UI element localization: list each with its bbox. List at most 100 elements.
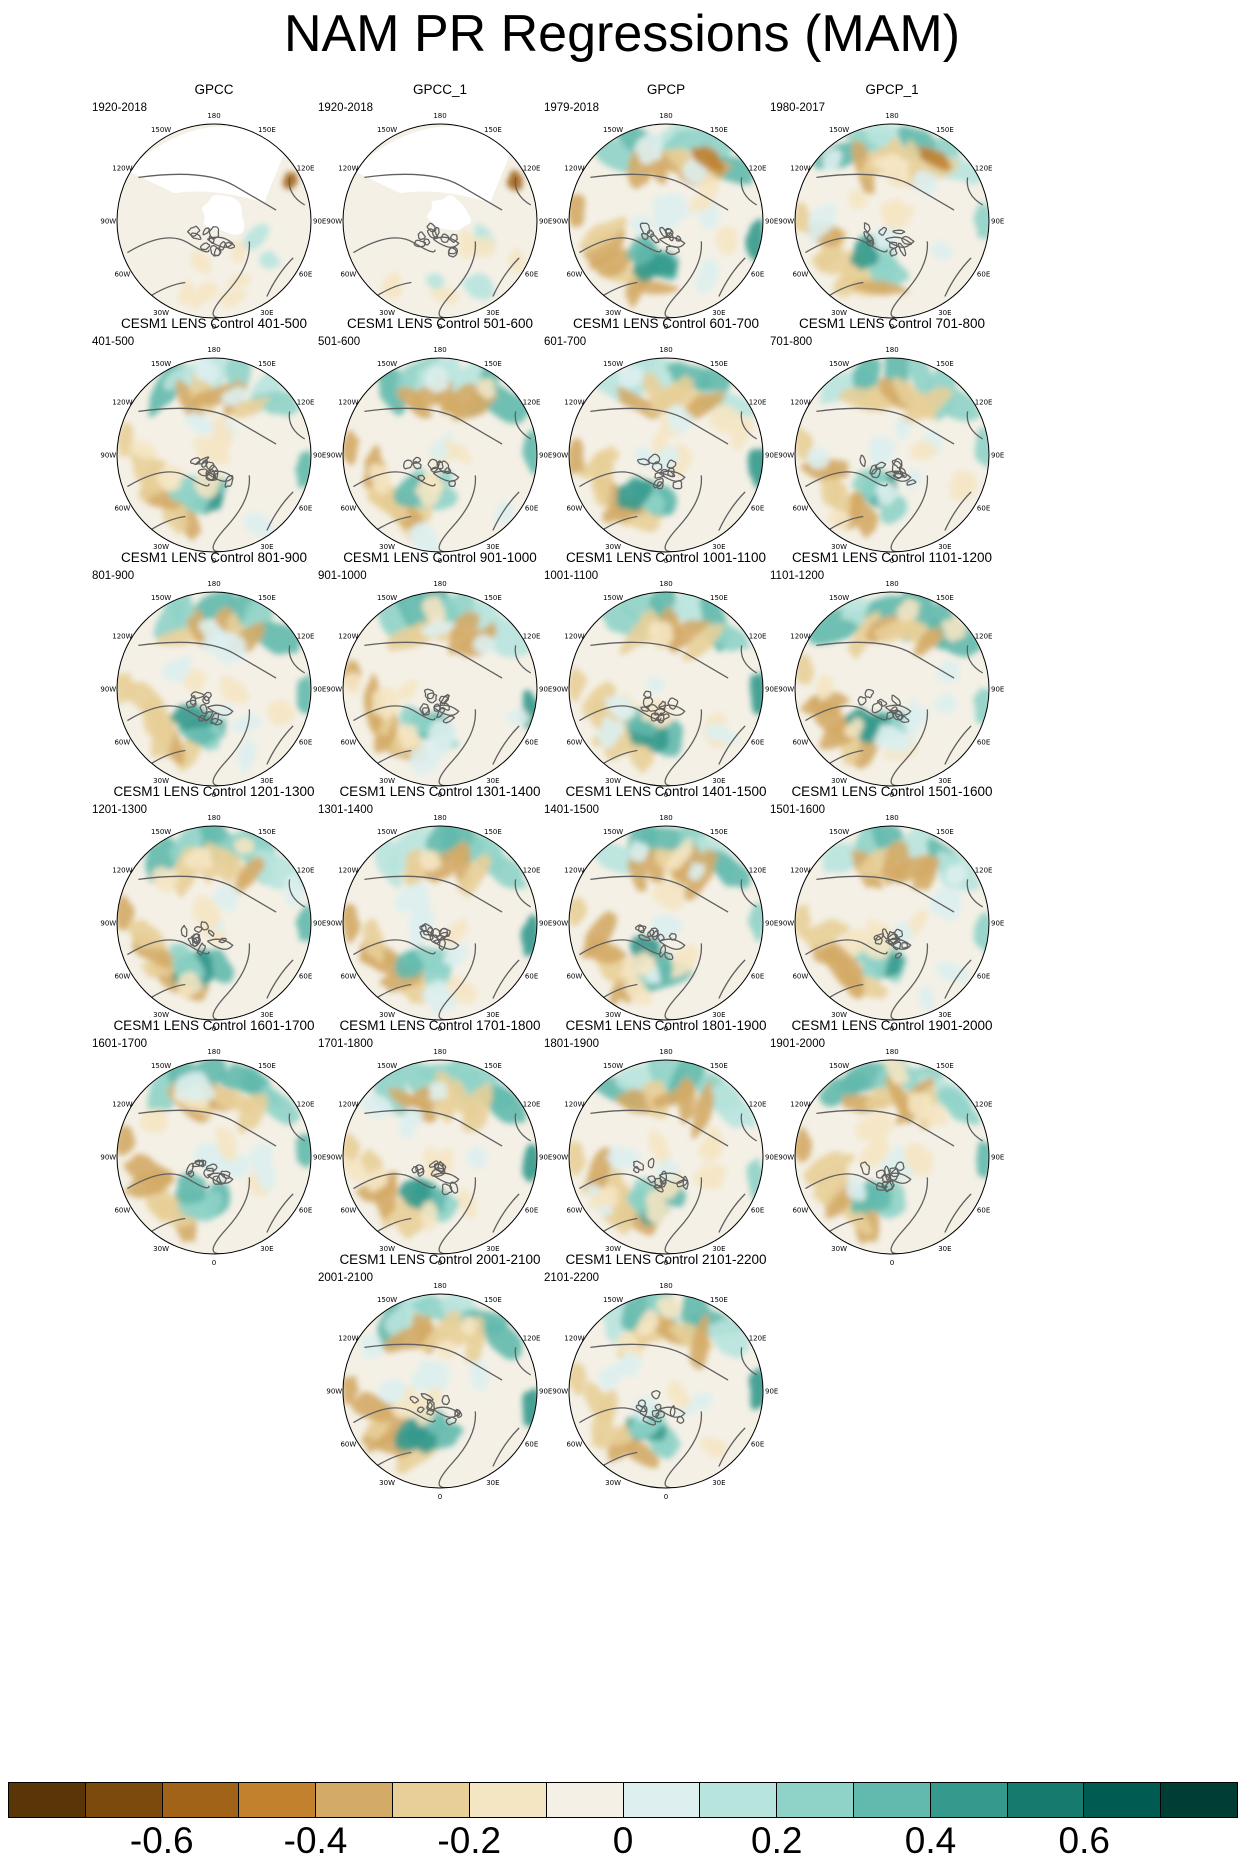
negative-anomaly-patch	[590, 1422, 641, 1450]
coastline	[603, 1451, 638, 1466]
arctic-island	[889, 247, 898, 257]
arctic-island	[213, 247, 222, 257]
arctic-island	[906, 479, 917, 486]
map-panel-grid: GPCC 1920-2018 180 150E 120E 90E 60E 30E 0 30W 60W…	[92, 82, 1026, 1501]
longitude-label: 90W	[552, 452, 568, 460]
coastline	[364, 173, 503, 211]
longitude-label: 30W	[153, 1245, 169, 1253]
coastline	[514, 411, 532, 440]
longitude-label: 0	[890, 323, 894, 331]
polar-stereographic-map: 180 150E 120E 90E 60E 30E 0 30W 60W 90W 120W 150W	[552, 814, 778, 1033]
coastline	[658, 704, 686, 716]
panel-title: CESM1 LENS Control 2001-2100	[339, 1252, 541, 1267]
negative-anomaly-patch	[569, 1141, 586, 1177]
arctic-island	[648, 453, 661, 465]
coastlines	[127, 641, 306, 786]
arctic-island	[647, 1175, 657, 1184]
arctic-island	[415, 1164, 425, 1174]
map-panel: CESM1 LENS Control 1501-1600 1501-1600 180…	[758, 784, 1026, 1054]
arctic-island	[901, 235, 915, 246]
polar-stereographic-map: 180 150E 120E 90E 60E 30E 0 30W 60W 90W 120W 150W	[326, 1282, 552, 1501]
weak-anomaly-patch	[256, 1158, 276, 1193]
longitude-label: 180	[207, 346, 220, 354]
colorbar-swatch	[239, 1783, 317, 1817]
weak-anomaly-patch	[807, 203, 837, 244]
panel-period-label: 1401-1500	[544, 804, 599, 816]
polar-stereographic-map: 180 150E 120E 90E 60E 30E 0 30W 60W 90W 120W 150W	[326, 814, 552, 1033]
coastline	[492, 257, 520, 297]
arctic-island	[650, 233, 660, 244]
coastline	[718, 1193, 746, 1233]
longitude-label: 0	[664, 323, 668, 331]
longitude-label: 0	[438, 323, 442, 331]
longitude-label: 60E	[525, 972, 538, 980]
panel-period-label: 1601-1700	[92, 1038, 147, 1050]
weak-anomaly-patch	[371, 686, 400, 720]
longitude-label: 90W	[326, 452, 342, 460]
longitude-label: 120E	[975, 165, 993, 173]
panel-period-label: 1701-1800	[318, 1038, 373, 1050]
weak-anomaly-patch	[190, 248, 211, 275]
coastline	[829, 281, 864, 296]
weak-anomaly-patch	[462, 273, 495, 300]
positive-anomaly-patch	[973, 201, 989, 240]
coastline	[740, 1113, 758, 1142]
arctic-island	[891, 709, 904, 721]
longitude-label: 90E	[539, 452, 552, 460]
coastline	[884, 938, 912, 950]
arctic-island	[889, 1167, 900, 1178]
arctic-island	[635, 1404, 647, 1413]
coastlines	[579, 173, 758, 318]
longitude-label: 60W	[340, 270, 356, 278]
longitude-label: 30E	[712, 777, 725, 785]
positive-anomaly-patch	[626, 1177, 654, 1214]
arctic-island	[196, 942, 206, 956]
longitude-label: 150W	[829, 594, 849, 602]
weak-anomaly-patch	[446, 975, 478, 1005]
colorbar-swatch	[853, 1783, 931, 1817]
coastline	[718, 257, 746, 297]
coastline	[718, 959, 746, 999]
panel-period-label: 401-500	[92, 336, 135, 348]
weak-anomaly-patch	[630, 214, 653, 237]
arctic-island	[666, 459, 677, 469]
positive-anomaly-patch	[261, 1085, 301, 1125]
arctic-island	[438, 927, 449, 938]
arctic-island	[640, 232, 649, 241]
arctic-island	[194, 1159, 205, 1167]
longitude-label: 30E	[938, 1245, 951, 1253]
coastline	[603, 749, 638, 764]
weak-anomaly-patch	[429, 430, 454, 462]
arctic-island	[654, 472, 665, 479]
arctic-island	[416, 1406, 425, 1414]
longitude-label: 60E	[299, 504, 312, 512]
weak-anomaly-patch	[655, 1295, 683, 1320]
figure-title: NAM PR Regressions (MAM)	[283, 5, 961, 63]
longitude-label: 150W	[377, 594, 397, 602]
coastline	[206, 938, 234, 950]
negative-anomaly-patch	[237, 1092, 269, 1136]
longitude-label: 60W	[566, 972, 582, 980]
longitude-label: 90W	[778, 452, 794, 460]
longitude-label: 150W	[603, 126, 623, 134]
negative-anomaly-patch	[795, 653, 815, 685]
arctic-island	[208, 226, 220, 240]
weak-anomaly-patch	[444, 439, 473, 465]
map-panel: CESM1 LENS Control 1901-2000 1901-2000 180…	[758, 1018, 1026, 1288]
longitude-label: 30E	[712, 309, 725, 317]
longitude-label: 150W	[151, 828, 171, 836]
longitude-label: 150W	[151, 594, 171, 602]
weak-anomaly-patch	[904, 1142, 935, 1177]
longitude-label: 0	[664, 791, 668, 799]
weak-anomaly-patch	[343, 672, 363, 696]
arctic-island	[672, 479, 683, 490]
colorbar-tick-label: 0.4	[904, 1820, 957, 1861]
coastline	[590, 641, 729, 679]
longitude-label: 60E	[751, 738, 764, 746]
arctic-island	[859, 1161, 870, 1176]
coastline	[288, 879, 306, 908]
longitude-label: 60E	[751, 1440, 764, 1448]
arctic-island	[866, 239, 875, 247]
weak-anomaly-patch	[933, 692, 958, 715]
arctic-island	[642, 697, 654, 708]
